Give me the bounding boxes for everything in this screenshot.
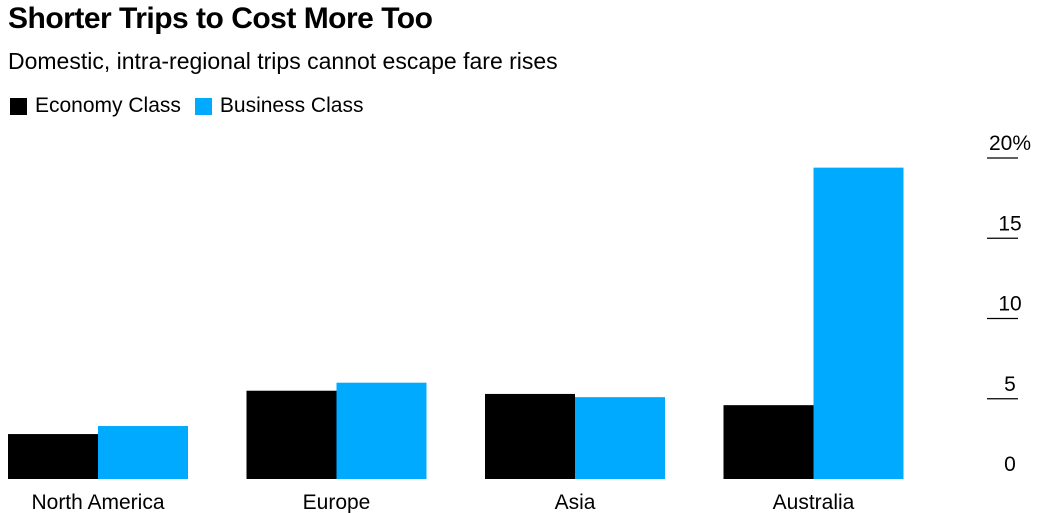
legend: Economy Class Business Class [10,94,377,118]
x-tick-label: Europe [303,491,371,513]
x-tick-label: North America [31,491,164,513]
y-tick-label: 15 [998,212,1021,235]
bar-economy [246,390,337,479]
legend-label-business: Business Class [219,94,364,117]
x-tick-label: Australia [773,491,855,513]
bar-economy [723,405,814,479]
x-tick-label: Asia [555,491,596,513]
legend-label-economy: Economy Class [35,94,181,117]
y-tick-label: 10 [998,293,1021,316]
y-tick-label: 0 [1004,453,1016,476]
bar-business [813,167,904,479]
bar-business [98,426,188,479]
legend-swatch-economy [10,97,27,115]
bar-business [336,382,427,479]
legend-swatch-business [194,97,212,115]
chart-title: Shorter Trips to Cost More Too [8,2,433,35]
bar-business [575,397,665,479]
legend-item-business: Business Class [194,94,364,118]
y-tick-label: 5 [1004,373,1016,396]
bar-economy [485,393,575,479]
y-tick-label: 20% [989,132,1031,155]
chart-subtitle: Domestic, intra-regional trips cannot es… [8,48,558,74]
bar-economy [8,434,98,479]
legend-item-economy: Economy Class [10,94,181,118]
